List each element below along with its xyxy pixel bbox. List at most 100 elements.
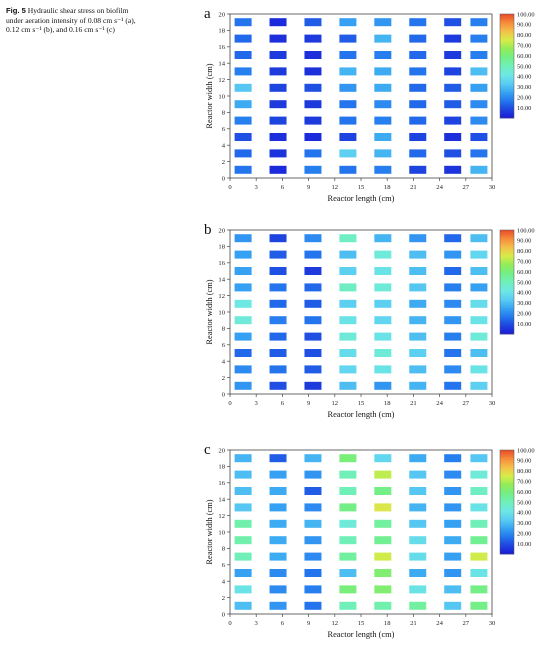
x-tick-label: 27 — [463, 184, 470, 191]
colorbar-segment — [500, 295, 514, 298]
heatmap-cell — [304, 149, 322, 158]
heatmap-cell — [444, 454, 462, 463]
heatmap-cell — [234, 133, 252, 141]
colorbar-segment — [500, 280, 514, 283]
heatmap-cell — [304, 519, 322, 528]
colorbar-segment — [500, 313, 514, 316]
heatmap-cell — [269, 585, 287, 594]
heatmap-cell — [374, 365, 392, 374]
heatmap-cell — [304, 365, 322, 374]
colorbar-segment — [500, 484, 514, 487]
heatmap-cell — [470, 100, 488, 109]
heatmap-cell — [444, 83, 462, 92]
heatmap-cell — [304, 585, 322, 594]
heatmap-cell — [470, 283, 488, 292]
colorbar-tick-label: 70.00 — [517, 43, 531, 50]
heatmap-cell — [444, 470, 462, 479]
x-tick-label: 3 — [255, 184, 259, 191]
heatmap-cell — [339, 332, 357, 341]
colorbar-segment — [500, 318, 514, 321]
heatmap-cell — [374, 585, 392, 594]
heatmap-cell — [339, 585, 357, 594]
colorbar-tick-label: 60.00 — [517, 489, 531, 496]
heatmap-panel-c: c0 3 6 9 12 15 18 21 24 27 3002468101214161820Reac… — [204, 442, 535, 639]
colorbar-segment — [500, 463, 514, 466]
heatmap-cell — [470, 234, 488, 243]
heatmap-cell — [339, 552, 357, 561]
colorbar-segment — [500, 238, 514, 241]
colorbar-segment — [500, 34, 514, 37]
colorbar-segment — [500, 460, 514, 463]
colorbar-segment — [500, 17, 514, 20]
heatmap-cell — [234, 601, 252, 610]
x-tick-label: 12 — [332, 620, 339, 627]
colorbar-segment — [500, 252, 514, 255]
colorbar-segment — [500, 508, 514, 512]
heatmap-cell — [339, 133, 357, 141]
x-tick-label: 27 — [463, 400, 470, 407]
colorbar-segment — [500, 450, 514, 453]
heatmap-cell — [374, 267, 392, 275]
heatmap-cell — [470, 165, 488, 174]
colorbar-segment — [500, 543, 514, 546]
x-tick-label: 18 — [384, 620, 391, 627]
colorbar-tick-label: 30.00 — [517, 520, 531, 527]
heatmap-cell — [409, 283, 427, 292]
heatmap-cell — [304, 381, 322, 390]
y-tick-label: 4 — [222, 359, 226, 366]
panel-label: c — [204, 442, 211, 458]
heatmap-cell — [444, 67, 462, 76]
colorbar-segment — [500, 481, 514, 484]
colorbar-segment — [500, 323, 514, 326]
colorbar-segment — [500, 259, 514, 262]
heatmap-cell — [444, 552, 462, 561]
panel-label: a — [204, 6, 211, 22]
x-tick-label: 15 — [358, 184, 365, 191]
x-tick-label: 30 — [489, 620, 496, 627]
colorbar-segment — [500, 488, 514, 491]
colorbar-segment — [500, 297, 514, 300]
colorbar-segment — [500, 29, 514, 32]
heatmap-cell — [374, 67, 392, 76]
heatmap-cell — [409, 585, 427, 594]
heatmap-cell — [374, 34, 392, 43]
y-tick-label: 6 — [222, 126, 226, 133]
colorbar-tick-label: 70.00 — [517, 259, 531, 266]
heatmap-cell — [374, 332, 392, 341]
heatmap-cell — [444, 165, 462, 174]
x-axis-label: Reactor length (cm) — [328, 410, 395, 419]
heatmap-cell — [234, 51, 252, 59]
colorbar-segment — [500, 550, 514, 553]
heatmap-cell — [339, 519, 357, 528]
heatmap-cell — [269, 381, 287, 390]
heatmap-cell — [304, 349, 322, 357]
heatmap-cell — [470, 349, 488, 357]
heatmap-cell — [339, 165, 357, 174]
heatmap-cell — [234, 569, 252, 577]
colorbar-segment — [500, 33, 514, 36]
heatmap-cell — [374, 149, 392, 158]
heatmap-cell — [234, 100, 252, 109]
heatmap-cell — [339, 267, 357, 275]
heatmap-cell — [339, 536, 357, 545]
y-tick-label: 18 — [218, 244, 225, 251]
colorbar-segment — [500, 456, 514, 460]
colorbar-segment — [500, 533, 514, 536]
colorbar-segment — [500, 243, 514, 246]
heatmap-cell — [470, 454, 488, 463]
heatmap-cell — [444, 316, 462, 325]
colorbar-frame — [499, 449, 515, 555]
colorbar-segment — [500, 470, 514, 473]
heatmap-cell — [374, 552, 392, 561]
colorbar-segment — [500, 104, 514, 107]
colorbar-segment — [500, 552, 514, 555]
heatmap-cell — [444, 332, 462, 341]
heatmap-cell — [339, 83, 357, 92]
colorbar-segment — [500, 31, 514, 34]
colorbar-tick-label: 60.00 — [517, 53, 531, 60]
heatmap-cell — [470, 34, 488, 43]
x-tick-label: 30 — [489, 400, 496, 407]
colorbar-tick-label: 50.00 — [517, 279, 531, 286]
y-axis-label: Reactor width (cm) — [205, 279, 214, 344]
